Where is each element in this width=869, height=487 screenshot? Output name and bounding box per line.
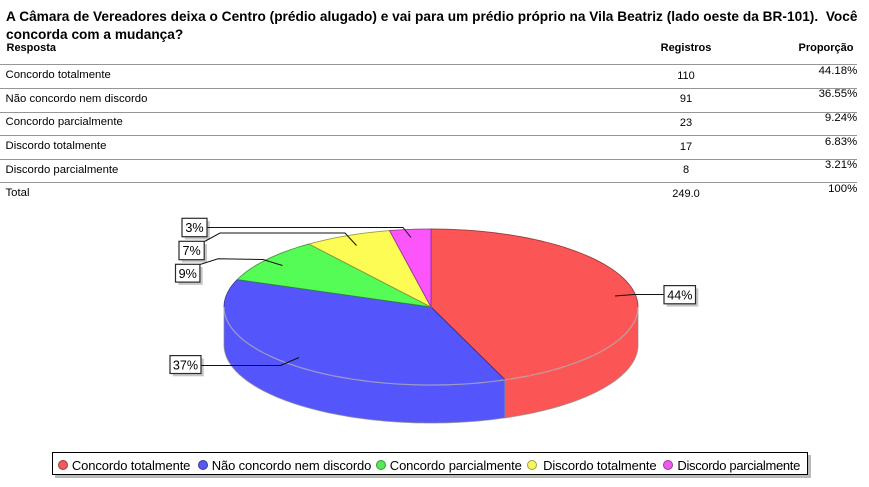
svg-text:44%: 44% bbox=[667, 288, 692, 302]
svg-text:3%: 3% bbox=[185, 221, 203, 235]
svg-text:7%: 7% bbox=[182, 244, 200, 258]
svg-text:9%: 9% bbox=[179, 267, 197, 281]
svg-text:37%: 37% bbox=[173, 358, 198, 372]
